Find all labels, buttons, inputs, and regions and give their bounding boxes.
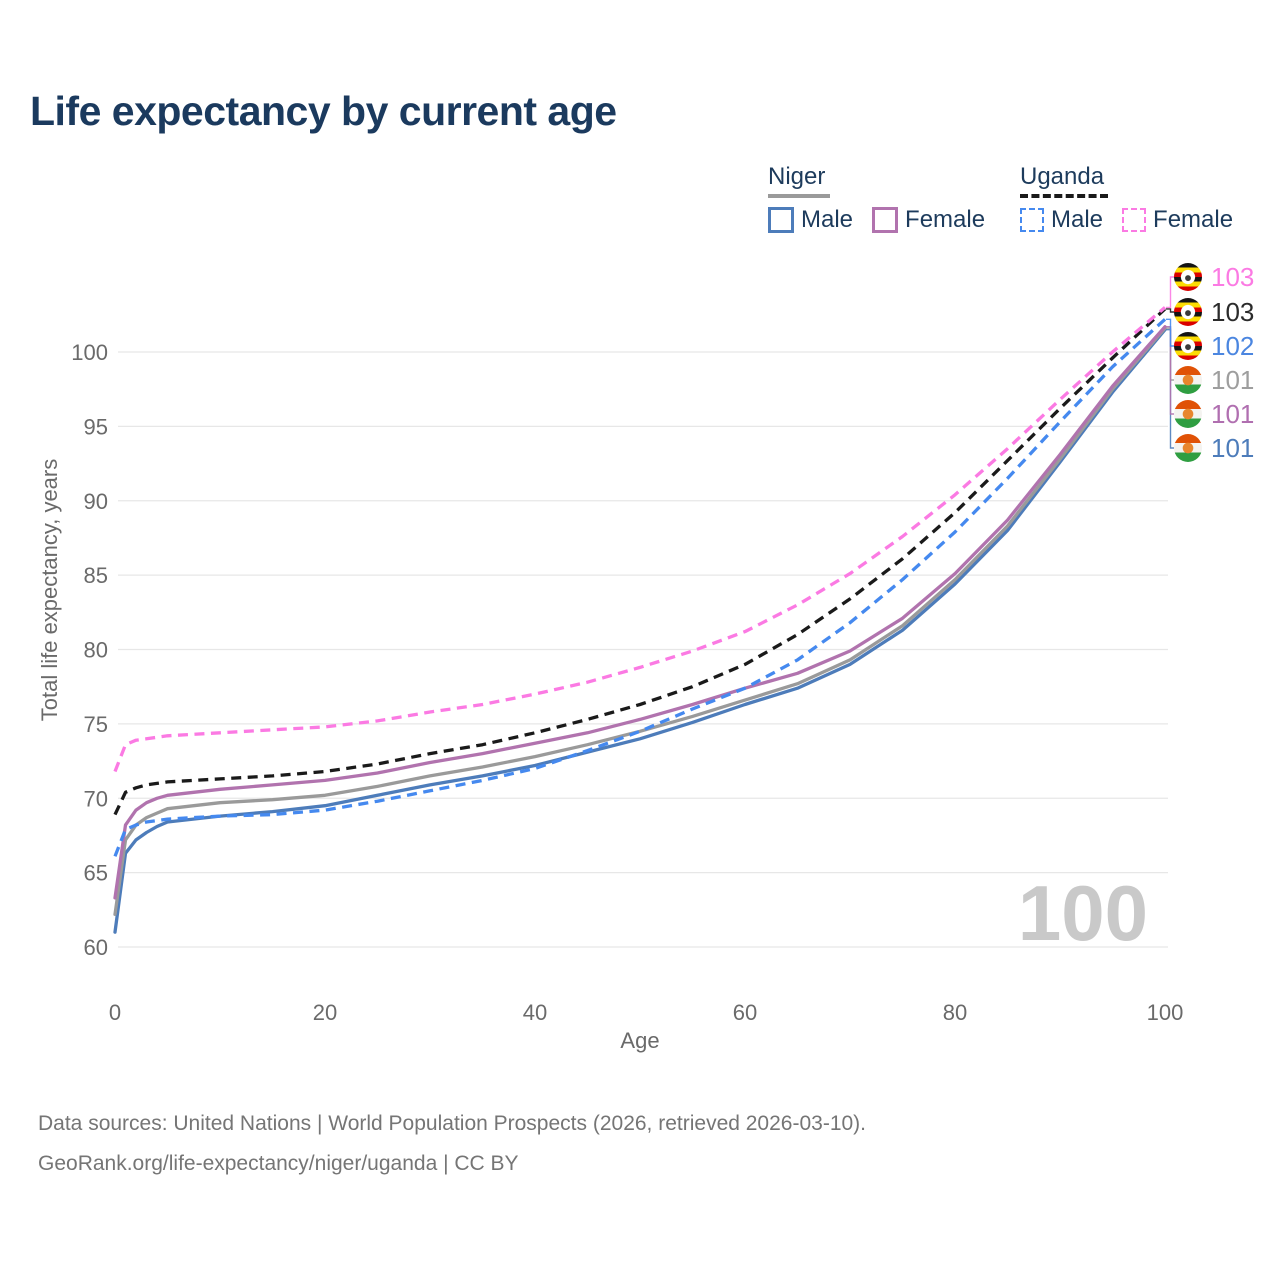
y-tick-label-90: 90 [84,489,108,514]
legend-item-uganda-female[interactable]: Female [1122,206,1233,234]
leader-line-uganda-total [1166,308,1174,313]
end-label-uganda-total: 103 [1174,296,1255,327]
x-tick-label-20: 20 [313,1000,337,1025]
legend-country-niger-label: Niger [768,163,826,190]
x-tick-label-40: 40 [523,1000,547,1025]
x-tick-label-60: 60 [733,1000,757,1025]
y-tick-label-65: 65 [84,861,108,886]
y-tick-label-100: 100 [71,340,108,365]
uganda-male-swatch-icon [1020,208,1044,232]
niger-female-swatch-icon [872,207,899,233]
leader-line-uganda-male [1166,318,1174,347]
legend-label-niger-female: Female [905,206,986,233]
series-line-niger-female[interactable] [113,325,1167,900]
series-line-uganda-total[interactable] [113,307,1167,816]
end-value-niger-male: 101 [1211,432,1255,463]
end-value-uganda-female: 103 [1211,261,1255,292]
legend-group-uganda: Uganda Male Female [1020,163,1233,234]
y-tick-label-75: 75 [84,712,108,737]
niger-solid-line-key-icon [768,194,830,198]
y-axis-title: Total life expectancy, years [37,458,62,722]
leader-line-niger-female [1166,326,1174,415]
y-tick-label-85: 85 [84,563,108,588]
end-label-niger-male: 101 [1174,432,1255,463]
y-tick-label-70: 70 [84,786,108,811]
legend-item-uganda-male[interactable]: Male [1020,206,1103,234]
end-label-uganda-male: 102 [1174,330,1255,361]
x-tick-label-100: 100 [1147,1000,1184,1025]
niger-flag-icon [1174,434,1202,462]
uganda-flag-icon [1174,263,1202,291]
legend-country-uganda-label: Uganda [1020,163,1105,190]
legend-label-uganda-female: Female [1153,206,1234,233]
series-line-uganda-female[interactable] [113,306,1167,773]
chart-title: Life expectancy by current age [30,88,617,134]
niger-flag-icon [1174,400,1202,428]
uganda-flag-icon [1174,332,1202,360]
niger-flag-icon [1174,366,1202,394]
end-value-niger-total: 101 [1211,364,1255,395]
end-value-uganda-total: 103 [1211,296,1255,327]
attribution-line: GeoRank.org/life-expectancy/niger/uganda… [38,1152,519,1175]
end-label-niger-total: 101 [1174,364,1255,395]
x-axis-title: Age [620,1028,660,1053]
uganda-female-swatch-icon [1122,208,1147,232]
legend-item-niger-female[interactable]: Female [872,206,985,234]
end-label-niger-female: 101 [1174,398,1255,429]
end-value-niger-female: 101 [1211,398,1255,429]
y-tick-label-60: 60 [84,935,108,960]
series-line-niger-male[interactable] [113,328,1167,934]
legend-items-uganda: Male Female [1020,206,1233,234]
y-tick-label-80: 80 [84,638,108,663]
x-tick-label-80: 80 [943,1000,967,1025]
x-tick-label-0: 0 [109,1000,121,1025]
niger-male-swatch-icon [768,207,794,233]
uganda-dashed-line-key-icon [1020,194,1108,198]
leader-line-uganda-female [1166,276,1174,309]
legend-item-niger-male[interactable]: Male [768,206,853,234]
legend-label-niger-male: Male [801,206,854,233]
end-label-uganda-female: 103 [1174,261,1255,292]
legend-items-niger: Male Female [768,206,985,234]
age-indicator-value: 100 [1017,869,1148,957]
end-value-uganda-male: 102 [1211,330,1255,361]
series-line-niger-total[interactable] [113,326,1167,916]
data-sources-line: Data sources: United Nations | World Pop… [38,1112,867,1135]
footer: Data sources: United Nations | World Pop… [38,1104,866,1184]
legend-group-niger: Niger Male Female [768,163,985,234]
y-tick-label-95: 95 [84,414,108,439]
series-line-uganda-male[interactable] [113,318,1167,857]
legend-label-uganda-male: Male [1051,206,1104,233]
uganda-flag-icon [1174,298,1202,326]
